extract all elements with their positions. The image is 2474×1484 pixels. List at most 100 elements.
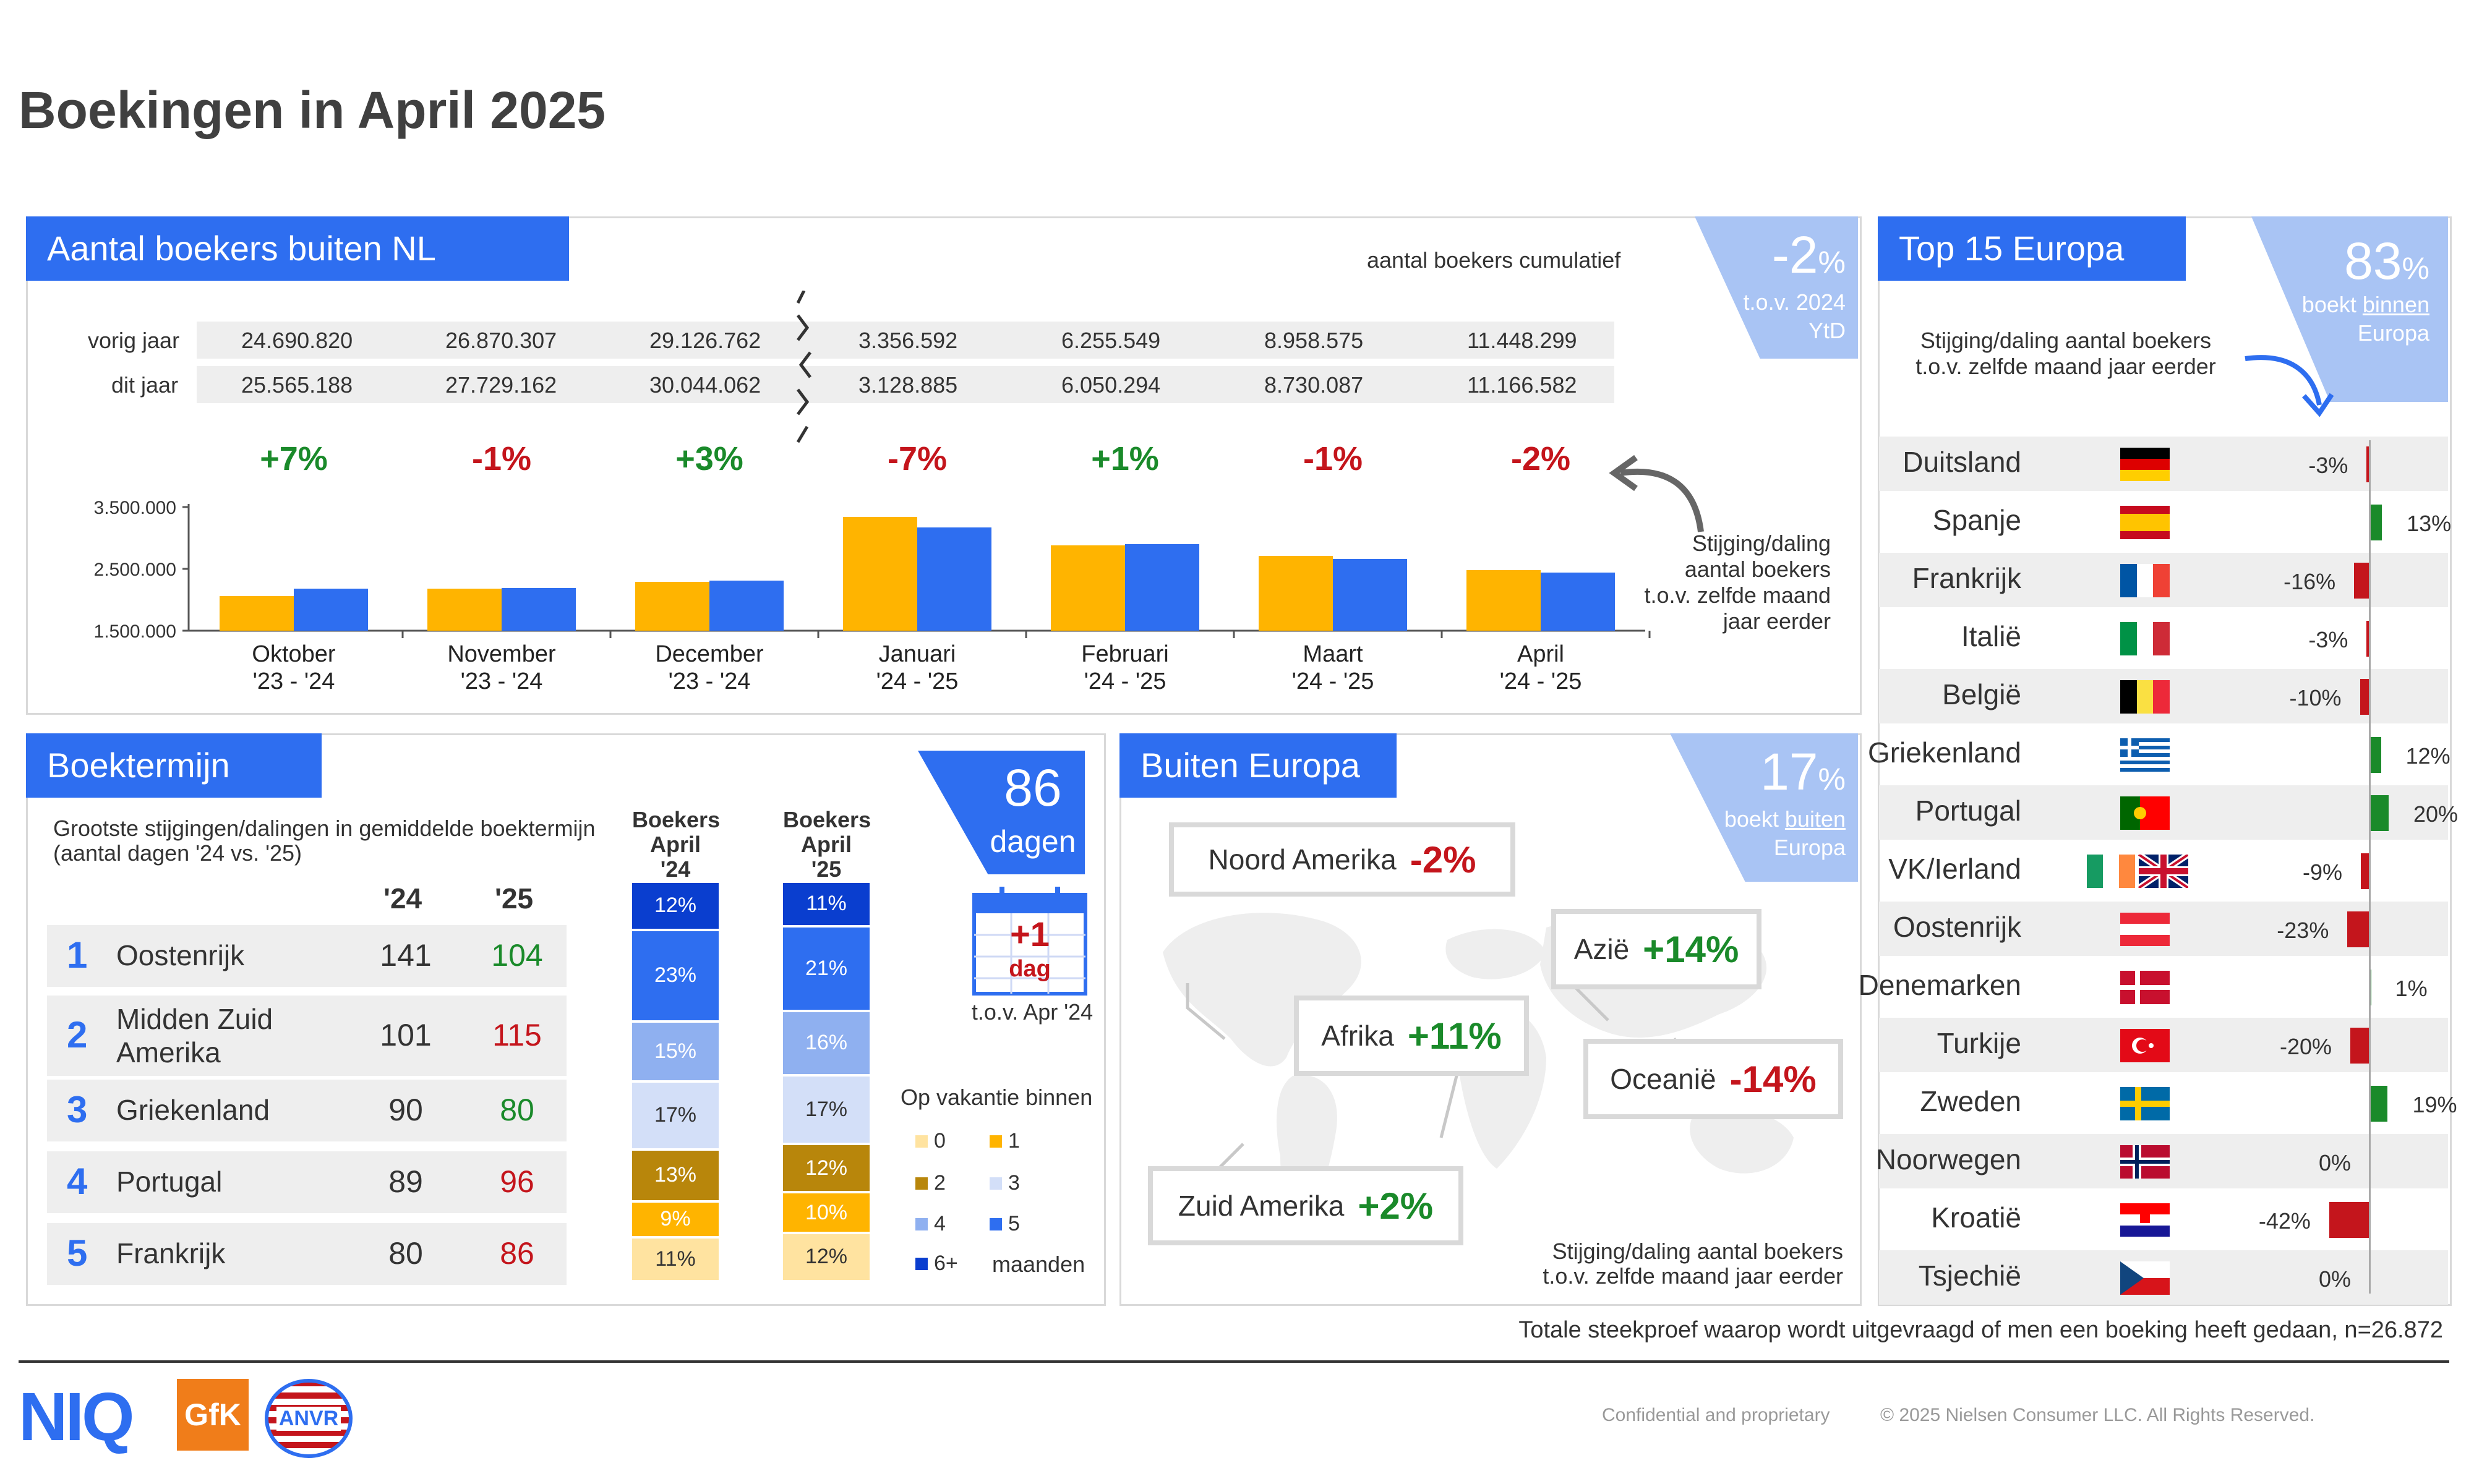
x-tick-label: November bbox=[447, 641, 556, 667]
boektermijn-row bbox=[47, 1080, 567, 1141]
cumul-cell-vorig-jaar: 29.126.762 bbox=[649, 328, 761, 353]
europa-country-row: België bbox=[1879, 669, 2448, 723]
legend-title: Op vakantie binnen bbox=[901, 1085, 1093, 1110]
fr-flag-icon bbox=[2120, 564, 2170, 597]
change-pct: -9% bbox=[2303, 859, 2343, 885]
tr-flag-icon bbox=[2120, 1029, 2170, 1062]
stack-segment: 11% bbox=[783, 883, 870, 925]
cumul-cell-dit-jaar: 27.729.162 bbox=[445, 372, 557, 398]
cumulatief-label: aantal boekers cumulatief bbox=[1367, 247, 1621, 273]
x-tick-label: Oktober bbox=[252, 641, 336, 667]
buiten-caption-1: boekt bbox=[1724, 806, 1779, 832]
stack-segment: 10% bbox=[783, 1193, 870, 1232]
europa-country-row: Noorwegen bbox=[1876, 1134, 2448, 1188]
dk-flag-icon bbox=[2120, 971, 2170, 1004]
change-bar bbox=[2369, 795, 2389, 831]
stack-col-b-header: Boekers April '25 bbox=[783, 808, 871, 882]
cumul-cell-dit-jaar: 30.044.062 bbox=[649, 372, 761, 398]
change-bar bbox=[2361, 853, 2369, 889]
cal-plus: +1 bbox=[1010, 915, 1050, 953]
boektermijn-row bbox=[47, 1223, 567, 1285]
country-name: Spanje bbox=[1932, 504, 2021, 536]
col-24-header: '24 bbox=[383, 882, 422, 915]
value-25: 80 bbox=[500, 1093, 534, 1127]
x-tick-label: '24 - '25 bbox=[1292, 668, 1374, 694]
buiten-pct-sign: % bbox=[1818, 762, 1846, 796]
buiten-footnote-1: Stijging/daling aantal boekers bbox=[1552, 1239, 1843, 1264]
legend-swatch bbox=[915, 1135, 928, 1148]
be-flag-icon bbox=[2120, 680, 2170, 714]
rank-number: 2 bbox=[67, 1014, 88, 1055]
legend-unit: maanden bbox=[992, 1252, 1085, 1277]
ytd-pct: -2 bbox=[1771, 226, 1818, 284]
europa-caption-2: Europa bbox=[2357, 320, 2429, 346]
change-bar bbox=[2369, 505, 2382, 540]
europa-pct: 83 bbox=[2344, 232, 2402, 290]
country-name: Frankrijk bbox=[1912, 562, 2021, 594]
stack-segment: 17% bbox=[783, 1077, 870, 1143]
rank-number: 3 bbox=[67, 1089, 88, 1130]
bar-vorig-5 bbox=[1051, 545, 1125, 631]
gr-flag-icon bbox=[2120, 738, 2170, 772]
stack-segment: 11% bbox=[632, 1238, 719, 1280]
ytd-caption-2: YtD bbox=[1808, 318, 1846, 343]
country-name: Italië bbox=[1961, 620, 2021, 652]
boektermijn-subtitle-1: Grootste stijgingen/dalingen in gemiddel… bbox=[53, 816, 596, 841]
change-pct: 0% bbox=[2318, 1150, 2351, 1175]
x-tick-label: '23 - '24 bbox=[461, 668, 543, 694]
europa-header: Top 15 Europa bbox=[1878, 216, 2186, 281]
change-bar bbox=[2366, 621, 2369, 657]
region-box: Afrika +11% bbox=[1294, 996, 1529, 1076]
europa-country-row: Zweden bbox=[1879, 1076, 2448, 1130]
legend-label: 4 bbox=[934, 1212, 946, 1235]
page-title: Boekingen in April 2025 bbox=[19, 81, 606, 139]
europa-country-row: Denemarken bbox=[1859, 960, 2448, 1014]
anvr-logo: ANVR bbox=[265, 1379, 353, 1458]
stack-segment: 9% bbox=[632, 1202, 719, 1236]
row-label-dit: dit jaar bbox=[111, 372, 179, 398]
destination-name-2: Amerika bbox=[116, 1036, 221, 1068]
y-tick-label: 2.500.000 bbox=[94, 560, 176, 580]
curved-down-arrow-icon bbox=[2245, 355, 2334, 417]
cumul-row-bg-vorig bbox=[197, 322, 1614, 359]
bar-dit-6 bbox=[1333, 559, 1407, 631]
boekers-bar-chart: 3.500.0002.500.0001.500.000+7%Oktober'23… bbox=[94, 445, 1651, 694]
europa-caption-1: boekt bbox=[2301, 292, 2356, 317]
value-25: 104 bbox=[491, 938, 543, 973]
legend-label: 1 bbox=[1008, 1129, 1020, 1153]
x-tick-label: '24 - '25 bbox=[1084, 668, 1166, 694]
destination-name: Portugal bbox=[116, 1165, 222, 1198]
footer-divider bbox=[19, 1360, 2449, 1363]
cal-dag: dag bbox=[1009, 956, 1051, 982]
legend-swatch bbox=[915, 1258, 928, 1270]
value-24: 141 bbox=[380, 938, 432, 973]
region-change: +2% bbox=[1358, 1185, 1434, 1227]
europa-country-row: Frankrijk bbox=[1879, 553, 2448, 607]
legend-swatch bbox=[990, 1218, 1002, 1230]
bar-dit-5 bbox=[1125, 544, 1199, 631]
europa-country-row: Italië bbox=[1879, 611, 2448, 665]
region-change: -2% bbox=[1410, 838, 1476, 881]
legend-swatch bbox=[990, 1135, 1002, 1148]
change-pct: 19% bbox=[2412, 1092, 2457, 1117]
europa-caption-u: binnen bbox=[2362, 292, 2429, 317]
europa-subtitle: Stijging/daling aantal boekers t.o.v. ze… bbox=[1893, 328, 2239, 380]
x-tick-label: '24 - '25 bbox=[876, 668, 959, 694]
region-box: Oceanië -14% bbox=[1583, 1039, 1843, 1119]
destination-name: Frankrijk bbox=[116, 1237, 225, 1270]
change-bar bbox=[2369, 737, 2381, 773]
row-label-vorig: vorig jaar bbox=[88, 328, 180, 353]
boektermijn-subtitle-2: (aantal dagen '24 vs. '25) bbox=[53, 840, 302, 866]
country-name: Griekenland bbox=[1867, 736, 2021, 769]
hr-flag-icon bbox=[2120, 1203, 2170, 1237]
change-label: -1% bbox=[1303, 445, 1363, 477]
it-flag-icon bbox=[2120, 622, 2170, 655]
legend-swatch bbox=[915, 1218, 928, 1230]
europa-subtitle-2: t.o.v. zelfde maand jaar eerder bbox=[1915, 354, 2216, 379]
stack-col-a-2: April '24 bbox=[649, 832, 701, 882]
x-tick-label: Maart bbox=[1303, 641, 1363, 667]
change-bar bbox=[2366, 446, 2369, 482]
legend-label: 5 bbox=[1008, 1212, 1020, 1235]
europa-zero-axis bbox=[2369, 440, 2371, 1294]
change-bar bbox=[2329, 1202, 2369, 1238]
